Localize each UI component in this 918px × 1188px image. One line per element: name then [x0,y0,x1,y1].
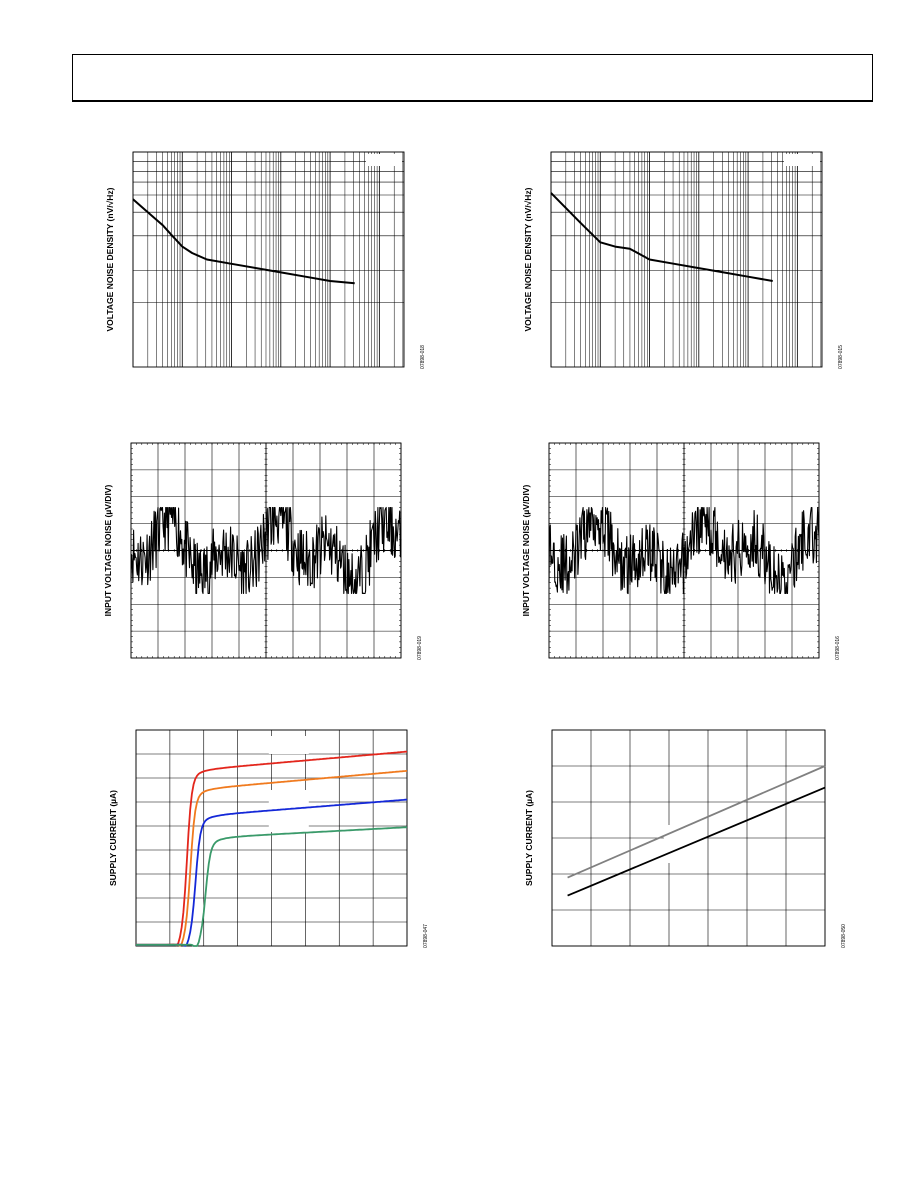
series-line [567,765,826,879]
label-mask [268,736,309,754]
figure-id: 07898-018 [420,345,426,369]
y-axis-label: INPUT VOLTAGE NOISE (µV/DIV) [521,485,531,617]
page-header-box [72,54,873,102]
grid [550,151,822,367]
series-line [548,506,820,595]
input-noise-chart-right: INPUT VOLTAGE NOISE (µV/DIV) 07898-016 [521,442,841,660]
figure-id: 07898-047 [423,924,429,948]
y-axis-label: VOLTAGE NOISE DENSITY (nV/√Hz) [105,187,115,331]
supply-current-chart-right: SUPPLY CURRENT (µA) 07898-050 [524,729,847,948]
series-line [567,786,826,897]
series-line [136,750,408,947]
noise-density-chart-right: VOLTAGE NOISE DENSITY (nV/√Hz) 07898-015 [523,151,844,369]
series-line [132,198,355,285]
y-axis-label: VOLTAGE NOISE DENSITY (nV/√Hz) [523,187,533,331]
y-axis-label: SUPPLY CURRENT (µA) [108,790,118,886]
figure-id: 07898-016 [835,636,841,660]
label-mask [663,825,704,863]
noise-density-chart-left: VOLTAGE NOISE DENSITY (nV/√Hz) 07898-018 [105,151,426,369]
figure-id: 07898-019 [417,636,423,660]
label-mask [268,790,309,832]
plot-frame [135,729,408,947]
series-line [130,506,402,595]
plot-frame [132,151,405,368]
legend-box [366,154,402,166]
input-noise-chart-left: INPUT VOLTAGE NOISE (µV/DIV) 07898-019 [103,442,423,660]
legend-box [784,154,820,166]
figure-id: 07898-015 [838,345,844,369]
plot-frame [550,151,823,368]
series-line [550,192,773,282]
grid [135,729,408,947]
plot-frame [551,729,826,947]
supply-current-chart-left: SUPPLY CURRENT (µA) 07898-047 [108,729,429,948]
y-axis-label: INPUT VOLTAGE NOISE (µV/DIV) [103,485,113,617]
series-line [136,826,408,947]
grid [132,151,404,367]
y-axis-label: SUPPLY CURRENT (µA) [524,790,534,886]
figure-id: 07898-050 [841,924,847,948]
